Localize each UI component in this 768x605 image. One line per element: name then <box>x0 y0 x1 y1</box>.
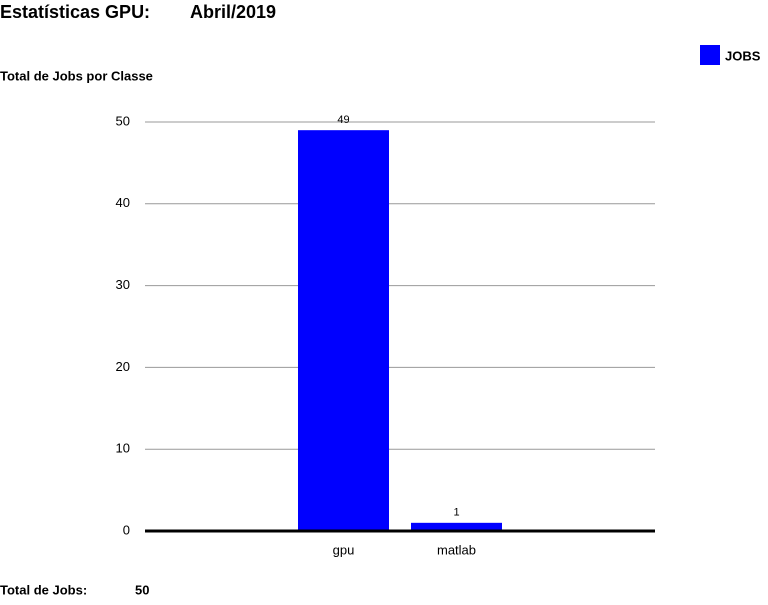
bar <box>411 522 502 531</box>
y-tick-label: 40 <box>116 195 130 210</box>
y-tick-label: 20 <box>116 359 130 374</box>
legend-swatch <box>700 45 720 65</box>
chart-subtitle: Total de Jobs por Classe <box>0 68 153 83</box>
legend-label: JOBS <box>725 48 761 63</box>
y-tick-label: 30 <box>116 277 130 292</box>
footer-value: 50 <box>135 582 149 597</box>
y-tick-label: 0 <box>123 522 130 537</box>
page-period: Abril/2019 <box>190 2 276 22</box>
value-label: 49 <box>337 114 349 126</box>
y-tick-label: 50 <box>116 113 130 128</box>
page-title: Estatísticas GPU: <box>0 2 150 22</box>
y-tick-label: 10 <box>116 441 130 456</box>
x-tick-label: gpu <box>333 542 355 557</box>
footer-label: Total de Jobs: <box>0 582 87 597</box>
value-label: 1 <box>453 507 459 519</box>
bar <box>298 130 389 531</box>
x-tick-label: matlab <box>437 542 476 557</box>
